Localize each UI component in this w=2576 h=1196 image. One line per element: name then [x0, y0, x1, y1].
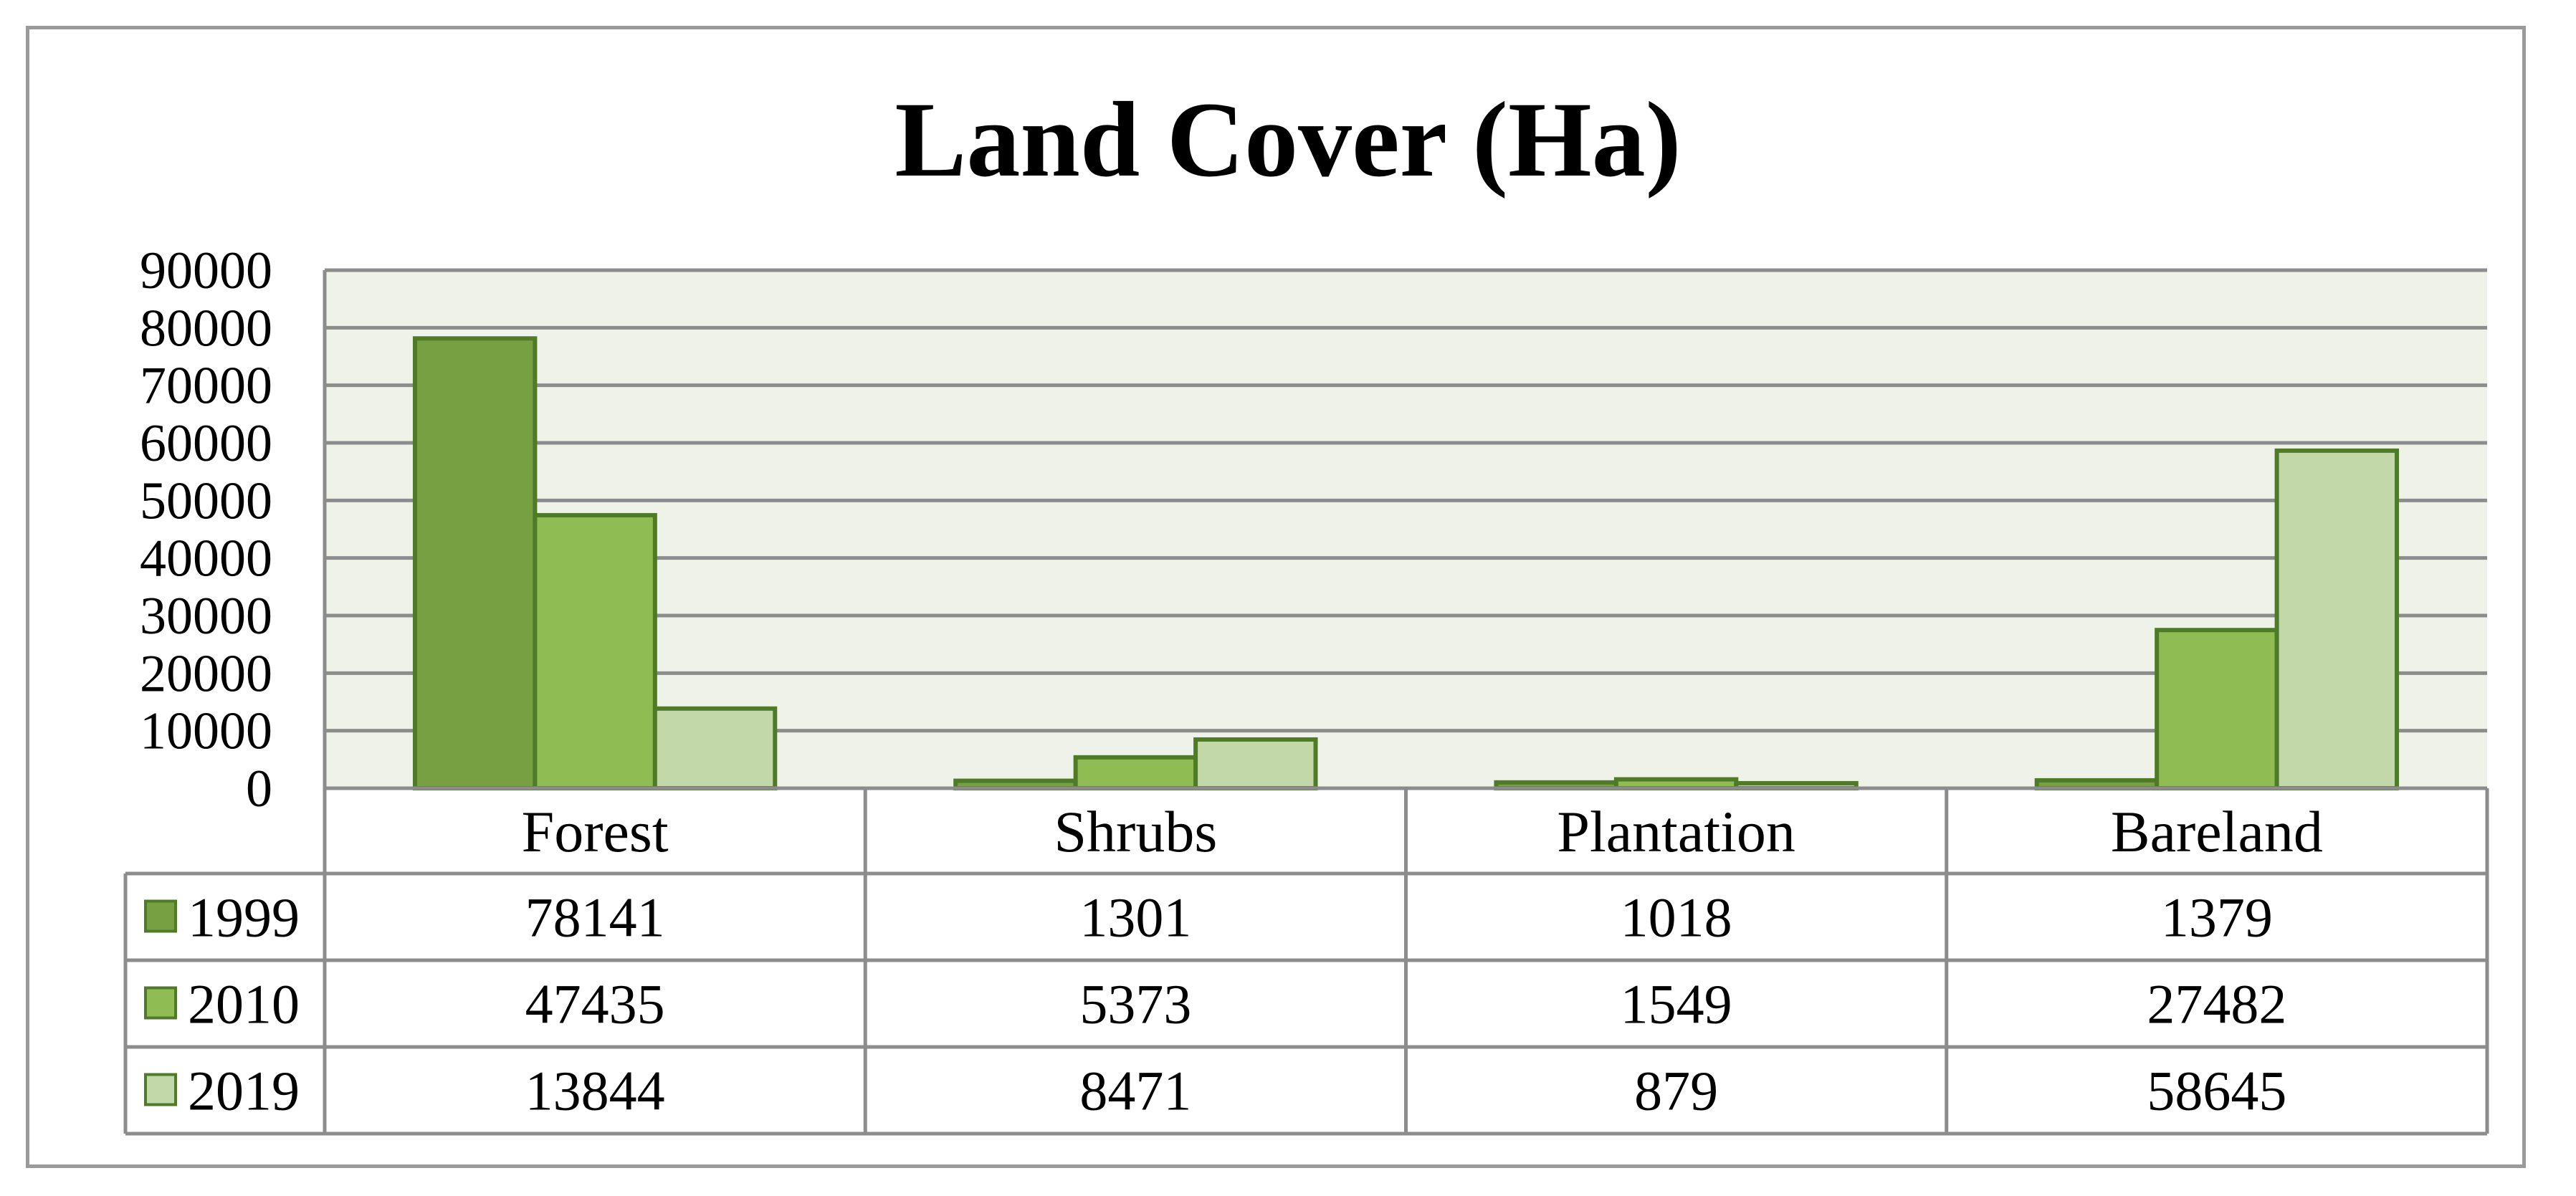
data-label: 78141 — [525, 886, 665, 949]
data-label: 879 — [1634, 1060, 1718, 1122]
category-label: Bareland — [2111, 799, 2323, 864]
bar-2019-shrubs — [1193, 737, 1318, 790]
category-label: Plantation — [1557, 799, 1795, 864]
data-label: 5373 — [1079, 973, 1191, 1035]
data-label: 58645 — [2147, 1060, 2286, 1122]
legend-label: 1999 — [188, 886, 300, 949]
data-label: 1301 — [1079, 886, 1191, 949]
bar-2010-forest — [533, 512, 657, 790]
data-label: 8471 — [1079, 1060, 1191, 1122]
y-tick-label: 90000 — [140, 241, 272, 300]
legend-label: 2019 — [188, 1060, 300, 1122]
data-label: 47435 — [525, 973, 665, 1035]
bar-2010-shrubs — [1073, 755, 1198, 791]
y-tick-label: 70000 — [140, 357, 272, 416]
data-label: 1549 — [1621, 973, 1732, 1035]
legend-swatch-2010 — [144, 986, 177, 1020]
data-label: 1018 — [1621, 886, 1732, 949]
y-tick-label: 10000 — [140, 702, 272, 761]
y-tick-label: 40000 — [140, 530, 272, 588]
y-tick-label: 50000 — [140, 472, 272, 530]
bar-2019-bareland — [2274, 448, 2400, 791]
legend-label: 2010 — [188, 973, 300, 1035]
category-label: Forest — [522, 799, 669, 864]
bar-1999-forest — [412, 336, 538, 791]
data-label: 1379 — [2161, 886, 2273, 949]
data-label: 27482 — [2147, 973, 2286, 1035]
y-tick-label: 20000 — [140, 644, 272, 703]
y-axis-ticks: 0100002000030000400005000060000700008000… — [140, 241, 272, 818]
bar-2010-bareland — [2155, 628, 2279, 790]
y-tick-label: 80000 — [140, 299, 272, 358]
data-label: 13844 — [525, 1060, 665, 1122]
data-table: Forest Shrubs Plantation Bareland 1999 78141 1… — [123, 786, 2489, 1136]
bar-2019-forest — [652, 706, 778, 791]
y-tick-label: 30000 — [140, 587, 272, 646]
legend-swatch-1999 — [144, 899, 177, 933]
y-tick-label: 60000 — [140, 414, 272, 473]
bars — [412, 336, 2400, 791]
y-tick-label: 0 — [246, 760, 272, 818]
plot-area — [325, 270, 2487, 788]
category-label: Shrubs — [1054, 799, 1217, 864]
chart-title: Land Cover (Ha) — [895, 80, 1681, 199]
legend-swatch-2019 — [144, 1073, 177, 1106]
